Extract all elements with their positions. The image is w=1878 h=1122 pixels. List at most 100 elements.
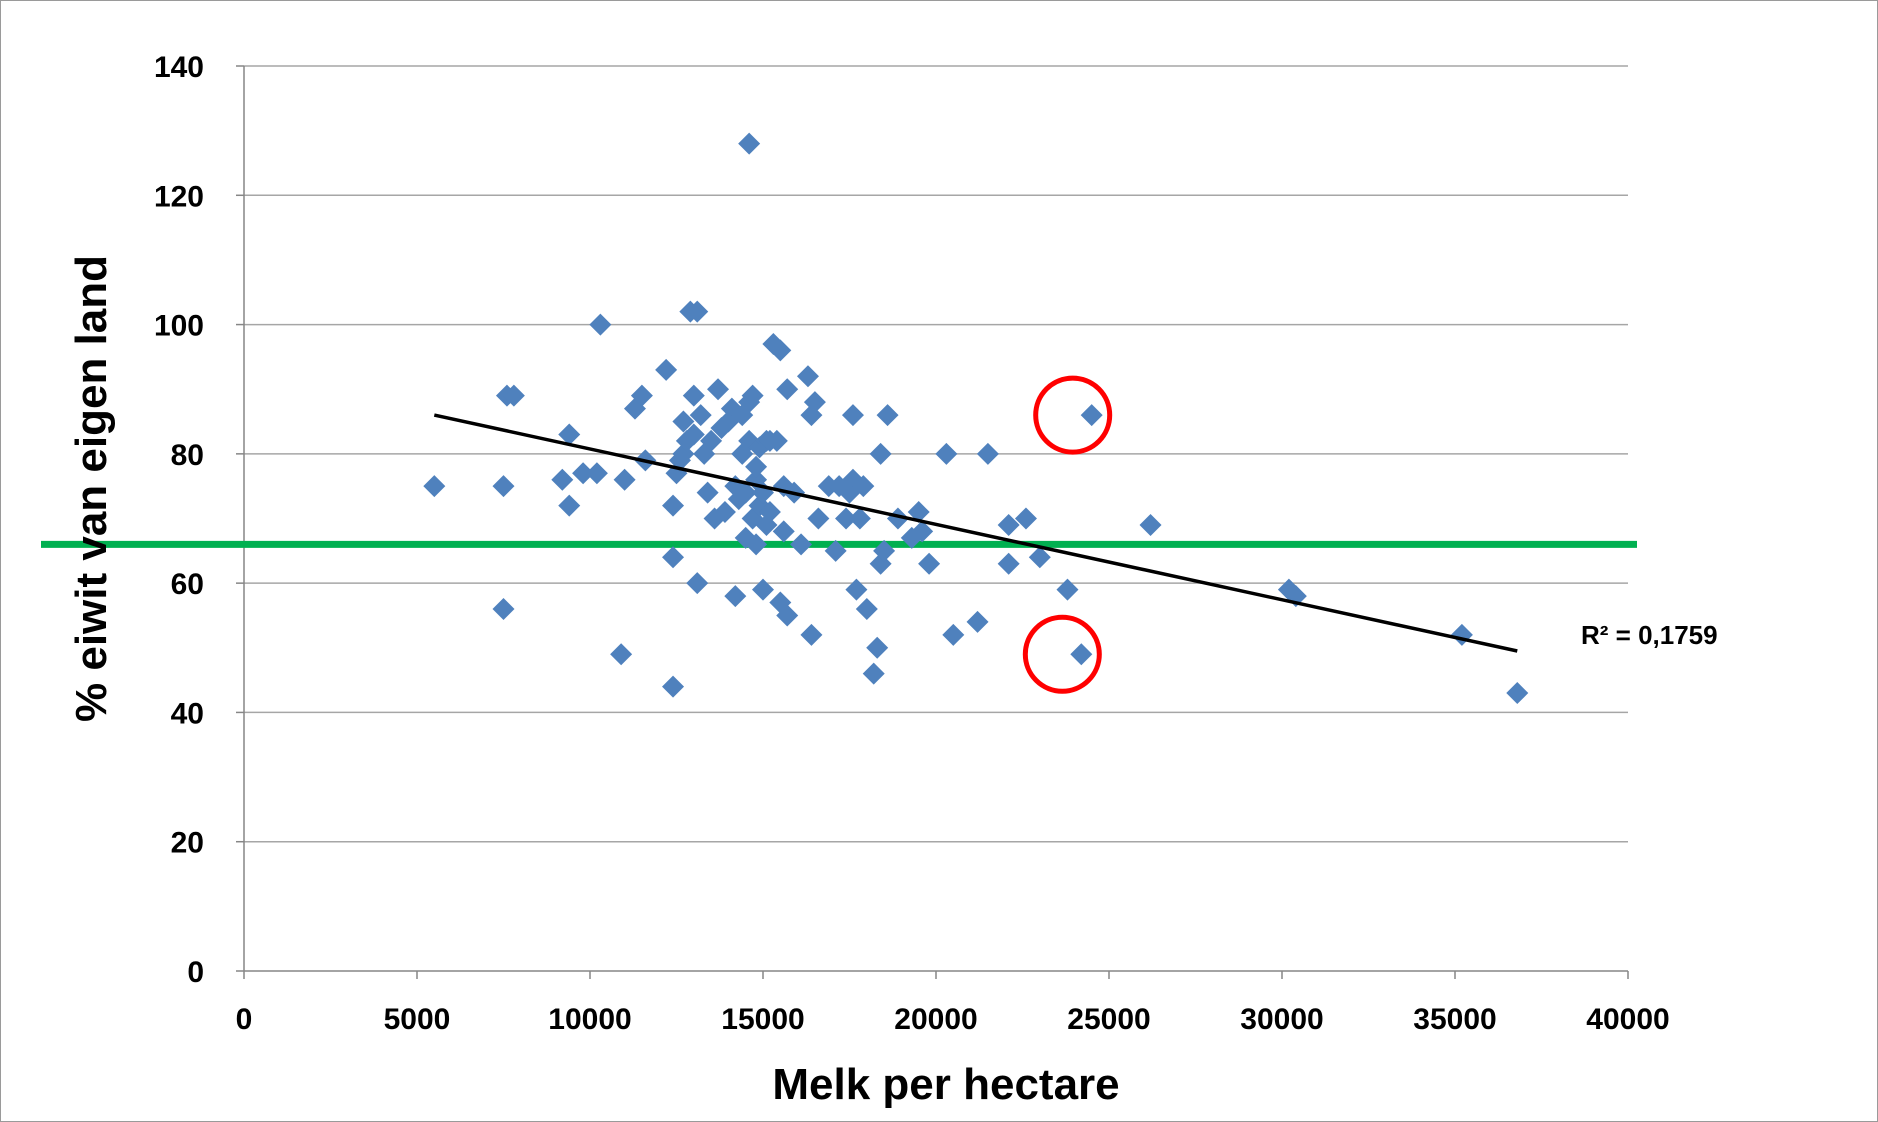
data-point <box>848 507 871 530</box>
data-point <box>942 623 965 646</box>
data-point <box>869 442 892 465</box>
data-point <box>689 404 712 427</box>
y-tick-label: 100 <box>154 310 204 343</box>
trendline-group <box>433 413 1518 653</box>
data-point <box>734 481 757 504</box>
data-point <box>662 494 685 517</box>
data-point <box>558 423 581 446</box>
data-point <box>423 475 446 498</box>
data-point <box>1028 546 1051 569</box>
x-tick-label: 5000 <box>384 1003 451 1036</box>
y-tick-label: 60 <box>171 568 204 601</box>
gridlines <box>244 65 1628 843</box>
data-point <box>682 384 705 407</box>
x-tick-label: 0 <box>236 1003 253 1036</box>
highlight-circles <box>1022 375 1113 694</box>
y-tick-label: 80 <box>171 439 204 472</box>
data-point <box>1506 682 1529 705</box>
x-tick-label: 10000 <box>548 1003 631 1036</box>
x-tick-label: 30000 <box>1240 1003 1323 1036</box>
y-tick-label: 20 <box>171 827 204 860</box>
data-point <box>686 300 709 323</box>
data-point <box>997 513 1020 536</box>
data-point <box>824 539 847 562</box>
data-point <box>841 404 864 427</box>
data-point <box>776 604 799 627</box>
data-point <box>752 578 774 601</box>
data-point <box>558 494 581 517</box>
data-point <box>613 468 636 491</box>
x-tick-label: 25000 <box>1067 1003 1150 1036</box>
data-point <box>862 662 885 685</box>
data-point <box>907 501 930 524</box>
data-point <box>976 442 999 465</box>
y-tick-label: 120 <box>154 180 204 213</box>
data-point <box>966 610 989 633</box>
data-point <box>1139 513 1162 536</box>
data-point <box>662 675 685 698</box>
r-squared-label: R² = 0,1759 <box>1581 620 1718 650</box>
data-point <box>1080 404 1103 427</box>
data-point <box>852 475 875 498</box>
data-point <box>672 410 695 433</box>
x-tick-label: 35000 <box>1413 1003 1496 1036</box>
data-point <box>790 533 813 556</box>
data-point <box>686 572 709 595</box>
data-point <box>873 539 896 562</box>
data-point <box>1014 507 1037 530</box>
x-tick-label: 40000 <box>1586 1003 1669 1036</box>
x-axis-title: Melk per hectare <box>772 1060 1119 1109</box>
data-point <box>700 429 723 452</box>
y-tick-label: 0 <box>187 956 204 989</box>
data-point <box>758 501 781 524</box>
data-point <box>492 598 515 620</box>
data-point <box>803 391 826 414</box>
data-point <box>696 481 719 504</box>
data-point <box>911 520 934 543</box>
data-point <box>707 378 730 401</box>
data-point <box>918 552 941 575</box>
data-point <box>610 643 633 666</box>
axes <box>236 65 1629 979</box>
data-point <box>745 455 768 478</box>
y-tick-label: 140 <box>154 51 204 84</box>
data-point <box>796 365 819 388</box>
data-point <box>662 546 685 569</box>
data-point <box>997 552 1020 575</box>
x-tick-label: 15000 <box>721 1003 804 1036</box>
data-point <box>738 132 761 155</box>
data-point <box>886 507 909 530</box>
data-point <box>724 585 747 608</box>
data-point <box>745 533 768 556</box>
x-tick-label: 20000 <box>894 1003 977 1036</box>
data-point <box>492 475 515 498</box>
data-point <box>1056 578 1079 601</box>
data-point <box>551 468 574 491</box>
data-point <box>807 507 830 530</box>
y-tick-label: 40 <box>171 697 204 730</box>
data-point <box>866 636 889 659</box>
data-point <box>713 501 736 524</box>
data-point <box>845 578 868 601</box>
tick-labels: 0 20 40 60 80 100 120 140 0 5000 10000 15000 20000 25… <box>154 51 1670 1036</box>
data-point <box>769 339 792 362</box>
data-point <box>682 423 705 446</box>
trendline <box>433 413 1518 653</box>
data-point <box>935 442 958 465</box>
highlight-circle <box>1022 614 1102 694</box>
data-point <box>585 462 608 485</box>
data-point <box>1070 643 1093 666</box>
data-point <box>855 598 878 620</box>
data-point <box>589 313 612 336</box>
data-point <box>502 384 525 407</box>
highlight-circle <box>1033 375 1113 455</box>
data-point <box>630 384 653 407</box>
data-point <box>572 462 595 485</box>
data-point <box>776 378 799 401</box>
data-point <box>876 404 899 427</box>
data-point <box>765 429 788 452</box>
data-point <box>772 520 795 543</box>
data-point <box>655 358 678 381</box>
